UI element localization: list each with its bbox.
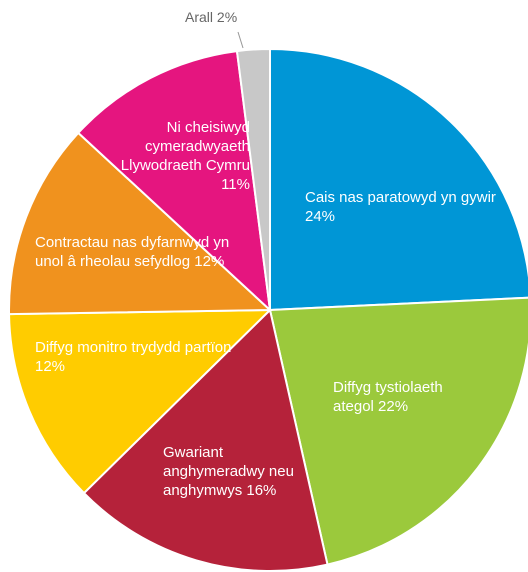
category-label: Contractau nas dyfarnwyd yn unol â rheol… (35, 234, 230, 270)
slice-label: Diffyg tystiolaeth ategol 22% (333, 378, 483, 416)
category-label: Arall (185, 9, 214, 25)
slice-label: Gwariant anghymeradwy neu anghymwys 16% (163, 443, 303, 500)
slice-label: Cais nas paratowyd yn gywir 24% (305, 188, 505, 226)
slice (235, 47, 271, 311)
slice (268, 296, 528, 566)
slice (8, 131, 273, 316)
value-label: 22% (378, 398, 409, 415)
value-label: 2% (216, 9, 238, 25)
value-label: 12% (194, 253, 225, 270)
value-label: 11% (221, 176, 250, 193)
slice-label: Ni cheisiwyd cymeradwyaeth Llywodraeth C… (100, 118, 250, 194)
value-label: 16% (246, 482, 277, 499)
category-label: Diffyg monitro trydydd partïon (35, 339, 232, 356)
category-label: Gwariant anghymeradwy neu anghymwys (163, 444, 294, 499)
value-label: 24% (305, 208, 336, 225)
slice (82, 308, 329, 572)
slice (76, 49, 272, 313)
slice-label: Contractau nas dyfarnwyd yn unol â rheol… (35, 233, 235, 271)
category-label: Cais nas paratowyd yn gywir (305, 189, 496, 206)
category-label: Diffyg tystiolaeth ategol (333, 379, 443, 415)
value-label: 12% (35, 358, 66, 375)
slice-label: Diffyg monitro trydydd partïon 12% (35, 338, 235, 376)
leader-line (237, 31, 244, 49)
category-label: Ni cheisiwyd cymeradwyaeth Llywodraeth C… (120, 119, 250, 174)
slice (269, 47, 528, 312)
slice-label: Arall 2% (185, 8, 275, 27)
slice (8, 308, 273, 495)
